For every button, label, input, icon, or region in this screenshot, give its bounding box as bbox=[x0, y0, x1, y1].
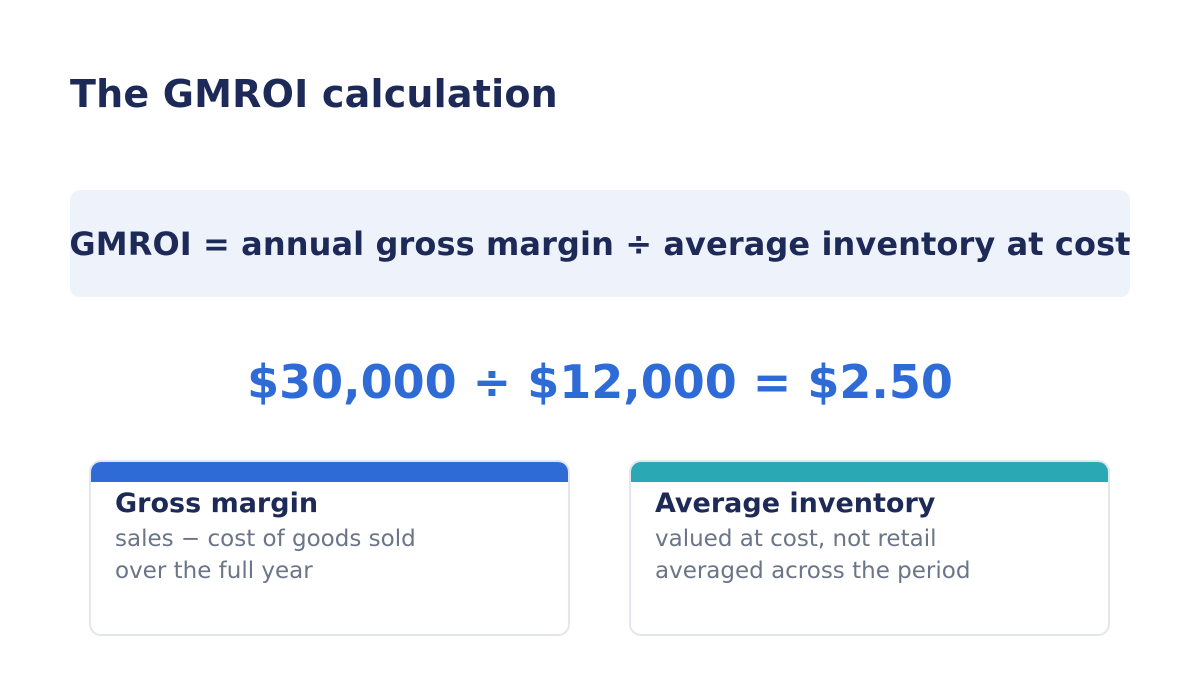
gross-margin-card-line-1: sales − cost of goods sold bbox=[115, 526, 416, 552]
gross-margin-accent-bar bbox=[91, 462, 568, 482]
formula-box: GMROI = annual gross margin ÷ average in… bbox=[69, 190, 1131, 297]
average-inventory-accent-bar bbox=[631, 462, 1108, 482]
average-inventory-card-title: Average inventory bbox=[655, 488, 936, 519]
example-calculation: $30,000 ÷ $12,000 = $2.50 bbox=[247, 355, 953, 409]
average-inventory-card-line-2: averaged across the period bbox=[655, 558, 971, 584]
gross-margin-card-title: Gross margin bbox=[115, 488, 319, 519]
average-inventory-card: Average inventory valued at cost, not re… bbox=[629, 460, 1110, 636]
gross-margin-card-line-2: over the full year bbox=[115, 558, 313, 584]
page-title: The GMROI calculation bbox=[70, 72, 558, 116]
formula-text: GMROI = annual gross margin ÷ average in… bbox=[69, 224, 1131, 263]
average-inventory-card-line-1: valued at cost, not retail bbox=[655, 526, 937, 552]
gross-margin-card: Gross margin sales − cost of goods sold … bbox=[89, 460, 570, 636]
